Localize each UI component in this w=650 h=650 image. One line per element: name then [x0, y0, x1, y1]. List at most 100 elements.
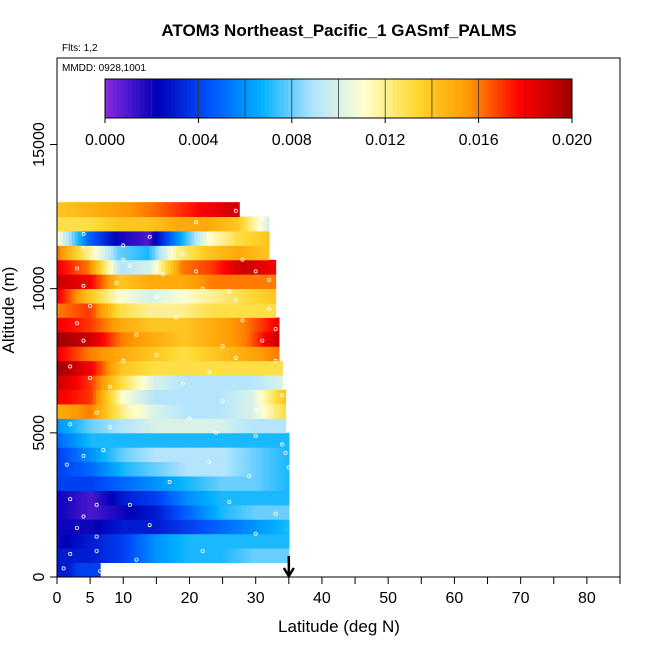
- colorbar-tick-label: 0.000: [85, 132, 125, 149]
- heatmap-cell: [99, 490, 103, 506]
- heatmap-cell: [240, 533, 245, 549]
- heatmap-cell: [206, 216, 210, 232]
- heatmap-cell: [225, 548, 230, 563]
- heatmap-cell: [255, 418, 260, 434]
- heatmap-cell: [144, 476, 148, 491]
- sample-point: [273, 358, 278, 363]
- heatmap-cell: [87, 418, 91, 434]
- heatmap-cell: [257, 331, 262, 347]
- heatmap-cell: [87, 447, 91, 463]
- heatmap-cell: [282, 519, 287, 535]
- heatmap-cell: [182, 303, 187, 318]
- heatmap-cell: [107, 331, 112, 347]
- colorbar-frame: [104, 78, 573, 119]
- sample-point: [121, 358, 126, 363]
- heatmap-cell: [222, 418, 226, 434]
- heatmap-cell: [123, 476, 127, 491]
- colorbar-segment: [490, 79, 495, 118]
- heatmap-cell: [264, 404, 269, 419]
- heatmap-cell: [245, 259, 250, 275]
- heatmap-cell: [168, 418, 172, 434]
- heatmap-cell: [173, 231, 178, 246]
- heatmap-cell: [255, 404, 260, 419]
- heatmap-cell: [161, 245, 166, 261]
- heatmap-cell: [98, 288, 103, 304]
- heatmap-cell: [137, 274, 142, 290]
- heatmap-cell: [111, 548, 115, 563]
- heatmap-cell: [60, 548, 64, 563]
- colorbar-segment: [431, 79, 437, 118]
- heatmap-cell: [132, 519, 136, 535]
- heatmap-cell: [180, 432, 185, 448]
- heatmap-cell: [116, 274, 121, 290]
- heatmap-cell: [63, 447, 67, 463]
- heatmap-cell: [128, 346, 133, 362]
- heatmap-cell: [210, 360, 214, 376]
- heatmap-cell: [159, 490, 163, 506]
- heatmap-cell: [81, 360, 85, 376]
- heatmap-cell: [213, 533, 218, 549]
- heatmap-cell: [258, 447, 263, 463]
- heatmap-cell: [83, 202, 88, 217]
- heatmap-cell: [197, 202, 201, 217]
- heatmap-cell: [185, 288, 190, 304]
- heatmap-cell: [80, 245, 85, 261]
- heatmap-cell: [165, 375, 169, 390]
- heatmap-cell: [164, 245, 169, 261]
- heatmap-cell: [69, 533, 73, 549]
- heatmap-cell: [239, 317, 244, 333]
- heatmap-cell: [215, 231, 219, 246]
- heatmap-cell: [78, 418, 82, 434]
- heatmap-cell: [149, 346, 154, 362]
- heatmap-cell: [149, 202, 154, 217]
- heatmap-cell: [171, 432, 176, 448]
- heatmap-cell: [164, 317, 169, 333]
- heatmap-cell: [120, 490, 124, 506]
- heatmap-cell: [98, 216, 103, 232]
- heatmap-cell: [62, 245, 67, 261]
- heatmap-cell: [228, 476, 233, 491]
- heatmap-cell: [265, 216, 270, 232]
- heatmap-cell: [182, 259, 187, 275]
- heatmap-cell: [59, 245, 64, 261]
- heatmap-cell: [168, 389, 172, 405]
- heatmap-cell: [251, 274, 256, 290]
- heatmap-cell: [216, 476, 221, 491]
- sample-point: [180, 381, 185, 386]
- heatmap-cell: [129, 389, 133, 405]
- heatmap-cell: [159, 504, 163, 520]
- heatmap-cell: [194, 288, 199, 304]
- sample-point: [64, 462, 69, 467]
- heatmap-cell: [89, 231, 94, 246]
- colorbar-segment: [315, 79, 320, 118]
- heatmap-cell: [207, 504, 212, 520]
- heatmap-cell: [152, 202, 157, 217]
- colorbar-segment: [357, 79, 363, 118]
- heatmap-cell: [156, 432, 160, 448]
- heatmap-cell: [258, 404, 263, 419]
- heatmap-cell: [170, 303, 175, 318]
- heatmap-cell: [180, 404, 184, 419]
- heatmap-cell: [176, 303, 181, 318]
- heatmap-cell: [246, 461, 251, 477]
- sample-point: [88, 375, 93, 380]
- heatmap-cell: [153, 404, 157, 419]
- heatmap-cell: [129, 548, 133, 563]
- heatmap-cell: [63, 533, 67, 549]
- sample-point: [247, 474, 252, 479]
- heatmap-cell: [131, 288, 136, 304]
- heatmap-cell: [242, 288, 247, 304]
- colorbar-segment: [334, 79, 339, 118]
- heatmap-cell: [273, 375, 277, 390]
- heatmap-cell: [119, 245, 124, 261]
- heatmap-cell: [162, 360, 166, 376]
- heatmap-cell: [144, 432, 148, 448]
- colorbar-segment: [404, 79, 410, 118]
- colorbar-segment: [396, 79, 402, 118]
- heatmap-cell: [57, 360, 61, 376]
- heatmap-cell: [153, 432, 157, 448]
- heatmap-cell: [62, 303, 67, 318]
- heatmap-cell: [174, 418, 178, 434]
- heatmap-cell: [104, 274, 109, 290]
- colorbar-segment: [373, 79, 378, 118]
